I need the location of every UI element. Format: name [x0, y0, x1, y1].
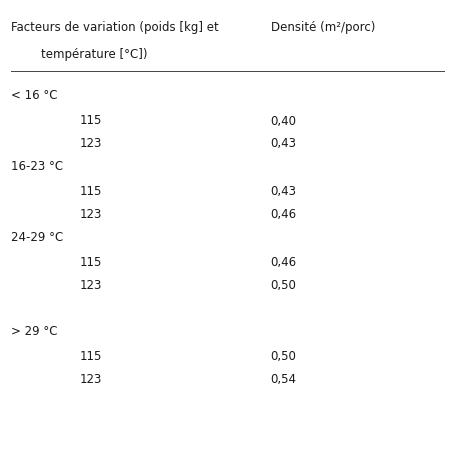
Text: 0,43: 0,43 [271, 185, 297, 198]
Text: 123: 123 [80, 373, 102, 386]
Text: 0,54: 0,54 [271, 373, 297, 386]
Text: 0,46: 0,46 [271, 256, 297, 269]
Text: 123: 123 [80, 137, 102, 150]
Text: 0,50: 0,50 [271, 279, 297, 292]
Text: Facteurs de variation (poids [kg] et: Facteurs de variation (poids [kg] et [11, 21, 219, 33]
Text: 115: 115 [80, 350, 102, 363]
Text: 16-23 °C: 16-23 °C [11, 160, 64, 173]
Text: 24-29 °C: 24-29 °C [11, 231, 64, 244]
Text: 0,46: 0,46 [271, 208, 297, 221]
Text: 115: 115 [80, 256, 102, 269]
Text: 123: 123 [80, 279, 102, 292]
Text: température [°C]): température [°C]) [11, 48, 148, 61]
Text: < 16 °C: < 16 °C [11, 89, 58, 102]
Text: 0,50: 0,50 [271, 350, 297, 363]
Text: 0,40: 0,40 [271, 114, 297, 127]
Text: 123: 123 [80, 208, 102, 221]
Text: 0,43: 0,43 [271, 137, 297, 150]
Text: > 29 °C: > 29 °C [11, 325, 58, 338]
Text: Densité (m²/porc): Densité (m²/porc) [271, 21, 375, 33]
Text: 115: 115 [80, 185, 102, 198]
Text: 115: 115 [80, 114, 102, 127]
